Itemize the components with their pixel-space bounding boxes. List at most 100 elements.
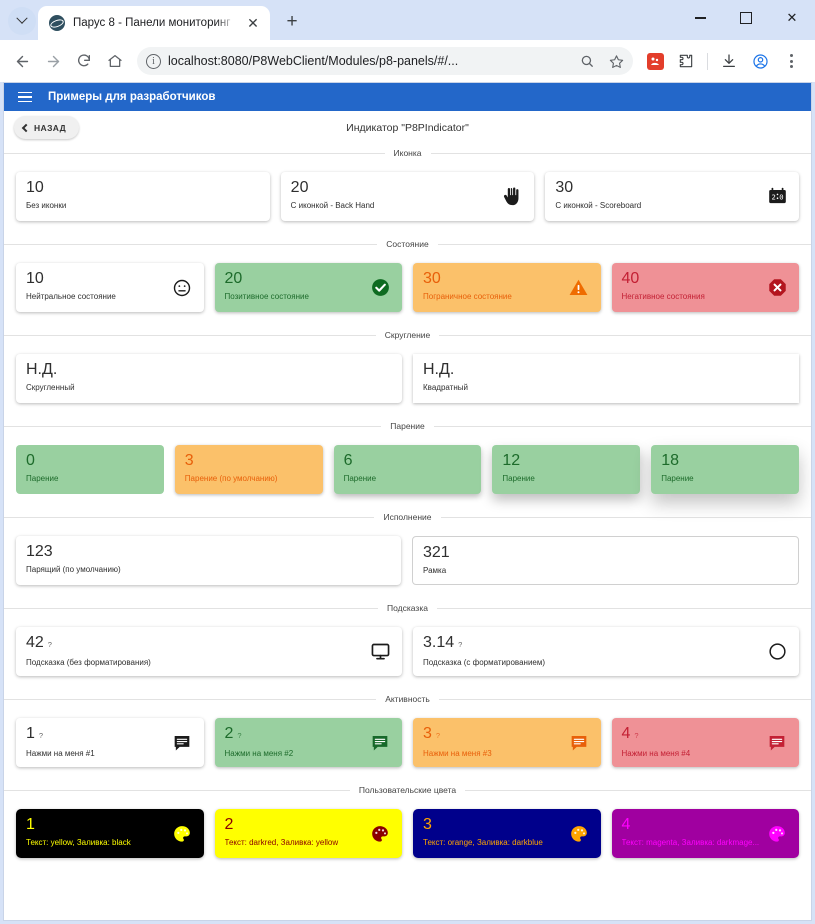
indicator-card[interactable]: 1 Текст: yellow, Заливка: black	[16, 809, 204, 858]
section: Парение 0 Парение 3 Парение (по умолчанию) 6 П…	[4, 417, 811, 508]
indicator-card[interactable]: Н.Д. Скругленный	[16, 354, 402, 403]
indicator-card[interactable]: 30 Пограничное состояние	[413, 263, 601, 312]
indicator-value-wrap: 1?	[26, 724, 194, 745]
section-legend: Исполнение	[4, 508, 811, 526]
back-nav-button[interactable]: НАЗАД	[14, 116, 80, 139]
section: Скругление Н.Д. Скругленный Н.Д. Квадратный	[4, 326, 811, 417]
indicator-card[interactable]: 40 Негативное состояния	[611, 263, 799, 312]
back-hand-icon[interactable]	[500, 185, 524, 209]
indicator-card[interactable]: 0 Парение	[16, 445, 164, 494]
home-button[interactable]	[101, 47, 129, 75]
indicator-card[interactable]: 3.14? Подсказка (с форматированием)	[413, 627, 799, 676]
address-bar[interactable]: i localhost:8080/P8WebClient/Modules/p8-…	[137, 47, 633, 75]
indicator-value-wrap: 30	[423, 269, 591, 288]
tooltip-indicator-icon[interactable]: ?	[458, 640, 463, 649]
info-circle-icon[interactable]: i	[146, 53, 161, 69]
indicator-card[interactable]: 4? Нажми на меня #4	[611, 718, 799, 767]
magnifier-icon[interactable]	[576, 50, 598, 72]
circle-outline-icon[interactable]	[765, 640, 789, 664]
indicator-card[interactable]: 3 Текст: orange, Заливка: darkblue	[413, 809, 601, 858]
new-tab-button[interactable]: +	[278, 8, 306, 36]
hamburger-icon[interactable]	[18, 91, 32, 103]
indicator-card[interactable]: 4 Текст: magenta, Заливка: darkmage...	[611, 809, 799, 858]
tooltip-indicator-icon[interactable]: ?	[237, 731, 242, 740]
palette-icon[interactable]	[170, 822, 194, 846]
puzzle-icon[interactable]	[672, 47, 700, 75]
section-legend: Иконка	[4, 144, 811, 162]
indicator-card[interactable]: 12 Парение	[492, 445, 641, 494]
comment-icon[interactable]	[765, 731, 789, 755]
indicator-card[interactable]: 1? Нажми на меня #1	[16, 718, 204, 767]
url-text[interactable]: localhost:8080/P8WebClient/Modules/p8-pa…	[168, 54, 459, 68]
indicator-card[interactable]: 20 С иконкой - Back Hand	[280, 172, 535, 221]
indicator-card[interactable]: 2 Текст: darkred, Заливка: yellow	[214, 809, 402, 858]
check-circle-icon[interactable]	[368, 276, 392, 300]
chevron-down-icon	[16, 12, 28, 24]
browser-tab[interactable]: Парус 8 - Панели мониторинг ✕	[38, 6, 270, 40]
extension-red-icon[interactable]	[641, 47, 669, 75]
legend-rule-left	[4, 607, 379, 609]
indicator-value-wrap: 20	[225, 269, 393, 288]
indicator-value: 12	[502, 452, 521, 469]
back-nav-label: НАЗАД	[34, 122, 67, 133]
indicator-caption: Текст: yellow, Заливка: black	[26, 838, 131, 847]
indicator-card[interactable]: 20 Позитивное состояние	[214, 263, 402, 312]
star-icon[interactable]	[605, 50, 627, 72]
indicator-caption: Нейтральное состояние	[26, 292, 116, 301]
back-button[interactable]	[8, 47, 36, 75]
indicator-value: 3	[423, 816, 432, 833]
reload-button[interactable]	[70, 47, 98, 75]
tab-search-button[interactable]	[8, 7, 36, 35]
kebab-menu-icon[interactable]	[777, 47, 805, 75]
tooltip-indicator-icon[interactable]: ?	[634, 731, 639, 740]
section: Активность 1? Нажми на меня #1 2? Нажми на м…	[4, 690, 811, 781]
forward-button[interactable]	[39, 47, 67, 75]
indicator-value: 42	[26, 634, 44, 651]
section-legend-label: Активность	[385, 694, 430, 704]
chevron-left-icon	[21, 123, 31, 132]
section-legend: Парение	[4, 417, 811, 435]
indicator-card[interactable]: 10 Нейтральное состояние	[16, 263, 204, 312]
tooltip-indicator-icon[interactable]: ?	[435, 731, 441, 740]
comment-icon[interactable]	[170, 731, 194, 755]
account-circle-icon[interactable]	[746, 47, 774, 75]
palette-icon[interactable]	[765, 822, 789, 846]
warning-triangle-icon[interactable]	[567, 276, 591, 300]
indicator-card[interactable]: 123 Парящий (по умолчанию)	[16, 536, 401, 585]
minimize-icon[interactable]	[677, 0, 723, 36]
download-icon[interactable]	[715, 47, 743, 75]
tooltip-indicator-icon[interactable]: ?	[38, 731, 44, 740]
tooltip-indicator-icon[interactable]: ?	[47, 640, 52, 649]
browser-toolbar: i localhost:8080/P8WebClient/Modules/p8-…	[0, 40, 815, 82]
indicator-card[interactable]: 18 Парение	[651, 445, 799, 494]
comment-icon[interactable]	[567, 731, 591, 755]
indicator-card[interactable]: Н.Д. Квадратный	[413, 354, 799, 403]
indicator-caption: С иконкой - Scoreboard	[555, 201, 642, 210]
indicator-card[interactable]: 321 Рамка	[412, 536, 799, 585]
indicator-card[interactable]: 3 Парение (по умолчанию)	[174, 445, 323, 494]
palette-icon[interactable]	[368, 822, 392, 846]
palette-icon[interactable]	[567, 822, 591, 846]
indicator-caption: Подсказка (без форматирования)	[26, 658, 151, 667]
maximize-icon[interactable]	[723, 0, 769, 36]
section-legend-label: Исполнение	[383, 512, 432, 522]
close-icon[interactable]: ✕	[247, 14, 259, 31]
neutral-face-icon[interactable]	[170, 276, 194, 300]
monitor-icon[interactable]	[368, 640, 392, 664]
indicator-caption: С иконкой - Back Hand	[290, 201, 375, 210]
cards-row: 0 Парение 3 Парение (по умолчанию) 6 Парение 1…	[4, 435, 811, 506]
indicator-card[interactable]: 3? Нажми на меня #3	[413, 718, 601, 767]
indicator-value: 20	[290, 179, 309, 196]
error-octagon-icon[interactable]	[765, 276, 789, 300]
indicator-card[interactable]: 10 Без иконки	[16, 172, 270, 221]
indicator-card[interactable]: 2? Нажми на меня #2	[214, 718, 402, 767]
window-close-icon[interactable]: ✕	[786, 10, 798, 25]
indicator-card[interactable]: 6 Парение	[333, 445, 482, 494]
indicator-value: 0	[26, 452, 35, 469]
indicator-card[interactable]: 42? Подсказка (без форматирования)	[16, 627, 402, 676]
indicator-card[interactable]: 30 С иконкой - Scoreboard 2 0	[545, 172, 800, 221]
comment-icon[interactable]	[368, 731, 392, 755]
legend-rule-left	[4, 243, 378, 245]
globe-icon	[49, 15, 65, 31]
